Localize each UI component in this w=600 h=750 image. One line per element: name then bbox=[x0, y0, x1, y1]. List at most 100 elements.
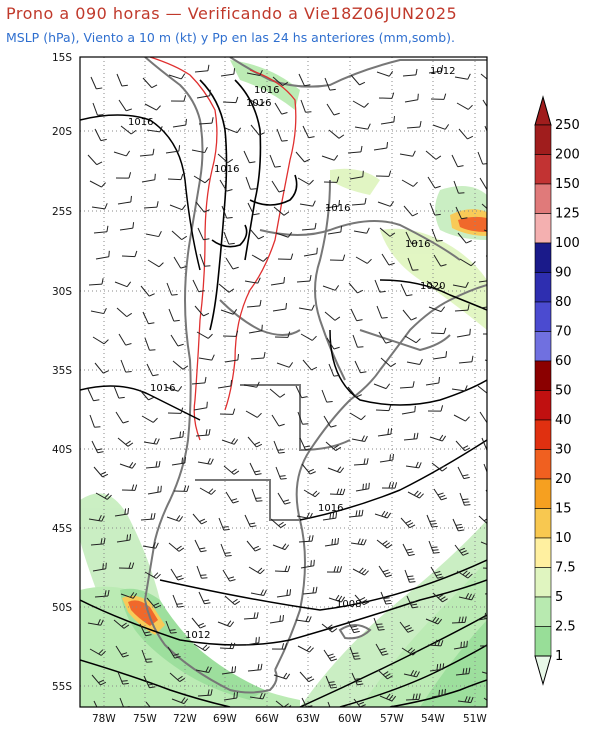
wind-barb-feather bbox=[492, 587, 493, 593]
wind-barb bbox=[458, 128, 468, 140]
wind-barb bbox=[276, 362, 290, 368]
wind-barb-feather bbox=[467, 304, 470, 311]
wind-barb bbox=[144, 103, 157, 111]
wind-barb bbox=[455, 673, 469, 676]
wind-barb-feather bbox=[358, 567, 364, 573]
wind-barb bbox=[221, 205, 228, 219]
wind-barb bbox=[407, 257, 413, 271]
wind-barb bbox=[399, 153, 413, 157]
wind-barb-feather bbox=[263, 589, 267, 596]
wind-barb-feather bbox=[177, 675, 183, 681]
wind-barb-feather bbox=[385, 602, 392, 605]
wind-barb-feather bbox=[393, 116, 396, 123]
wind-barb-feather bbox=[160, 485, 162, 492]
wind-barb bbox=[325, 205, 339, 209]
wind-barb-feather bbox=[308, 136, 315, 139]
wind-barb-feather bbox=[149, 686, 156, 689]
wind-barb-feather bbox=[333, 155, 339, 161]
wind-barb-feather bbox=[413, 490, 419, 496]
wind-barb-feather bbox=[363, 458, 366, 465]
wind-barb bbox=[400, 283, 407, 297]
wind-barb-feather bbox=[105, 562, 107, 569]
wind-barb bbox=[224, 127, 238, 134]
wind-barb-feather bbox=[434, 213, 441, 216]
wind-barb-feather bbox=[498, 586, 499, 592]
wind-barb-feather bbox=[281, 643, 285, 650]
wind-barb bbox=[480, 541, 487, 546]
wind-barb bbox=[401, 647, 414, 656]
wind-barb bbox=[87, 388, 94, 402]
wind-barb bbox=[457, 466, 465, 479]
wind-barb-feather bbox=[488, 522, 493, 525]
wind-barb-feather bbox=[362, 483, 364, 490]
wind-barb-feather bbox=[235, 96, 239, 103]
wind-barb-feather bbox=[467, 135, 474, 140]
wind-barb bbox=[459, 258, 472, 267]
colorbar-swatch bbox=[534, 567, 552, 598]
wind-barb-feather bbox=[127, 508, 130, 515]
wind-barb bbox=[430, 566, 438, 579]
wind-barb bbox=[117, 437, 129, 447]
wind-barb-feather bbox=[103, 307, 107, 314]
wind-barb-feather bbox=[98, 709, 104, 710]
wind-barb-feather bbox=[203, 599, 210, 602]
wind-barb bbox=[246, 305, 260, 308]
wind-barb bbox=[141, 415, 154, 423]
wind-barb bbox=[427, 644, 442, 647]
wind-barb-feather bbox=[459, 547, 466, 552]
wind-barb bbox=[243, 150, 250, 164]
wind-barb-feather bbox=[282, 81, 289, 87]
wind-barb-feather bbox=[492, 670, 495, 675]
wind-barb-feather bbox=[333, 346, 340, 350]
wind-barb-feather bbox=[260, 589, 264, 596]
wind-barb-feather bbox=[440, 306, 446, 312]
wind-barb-feather bbox=[100, 138, 107, 142]
wind-barb bbox=[296, 280, 310, 283]
wind-barb-feather bbox=[439, 465, 445, 470]
wind-barb-feather bbox=[156, 105, 161, 111]
wind-barb bbox=[192, 279, 200, 292]
wind-barb bbox=[141, 179, 155, 183]
lat-label: 35S bbox=[52, 365, 72, 377]
wind-barb-feather bbox=[121, 680, 128, 682]
wind-barb-feather bbox=[416, 671, 420, 678]
wind-barb bbox=[166, 282, 173, 296]
wind-barb-feather bbox=[384, 511, 389, 518]
wind-barb-feather bbox=[356, 319, 363, 322]
wind-barb bbox=[246, 540, 256, 552]
isobar-label: 1008 bbox=[336, 599, 361, 610]
wind-barb-feather bbox=[96, 87, 103, 90]
wind-barb-feather bbox=[278, 189, 285, 193]
wind-barb bbox=[93, 466, 103, 478]
wind-barb bbox=[139, 389, 149, 401]
wind-barb bbox=[273, 674, 287, 680]
colorbar-label: 250 bbox=[555, 118, 580, 133]
map-title: Prono a 090 horas — Verificando a Vie18Z… bbox=[6, 4, 458, 23]
wind-barb bbox=[172, 360, 184, 370]
wind-barb-feather bbox=[102, 563, 104, 570]
colorbar-swatch bbox=[534, 154, 552, 185]
wind-barb bbox=[144, 571, 157, 579]
wind-barb-feather bbox=[305, 615, 309, 622]
wind-barb-feather bbox=[437, 492, 444, 496]
wind-barb bbox=[401, 179, 414, 187]
wind-barb-feather bbox=[384, 542, 390, 547]
wind-barb-feather bbox=[357, 346, 364, 348]
wind-barb-feather bbox=[440, 497, 448, 501]
wind-barb-feather bbox=[130, 130, 137, 135]
wind-barb-feather bbox=[174, 655, 181, 659]
wind-barb-feather bbox=[308, 179, 314, 185]
wind-barb-feather bbox=[489, 476, 495, 477]
wind-barb-feather bbox=[131, 463, 137, 469]
wind-barb bbox=[405, 231, 413, 244]
wind-barb-feather bbox=[233, 439, 239, 445]
wind-barb-feather bbox=[256, 412, 262, 418]
wind-barb-feather bbox=[462, 474, 469, 477]
wind-barb-feather bbox=[490, 563, 492, 569]
wind-barb bbox=[456, 102, 469, 110]
wind-barb bbox=[245, 176, 251, 190]
wind-barb bbox=[480, 306, 487, 309]
wind-barb-feather bbox=[363, 601, 370, 606]
wind-barb-feather bbox=[122, 420, 129, 424]
wind-barb-feather bbox=[356, 680, 363, 683]
